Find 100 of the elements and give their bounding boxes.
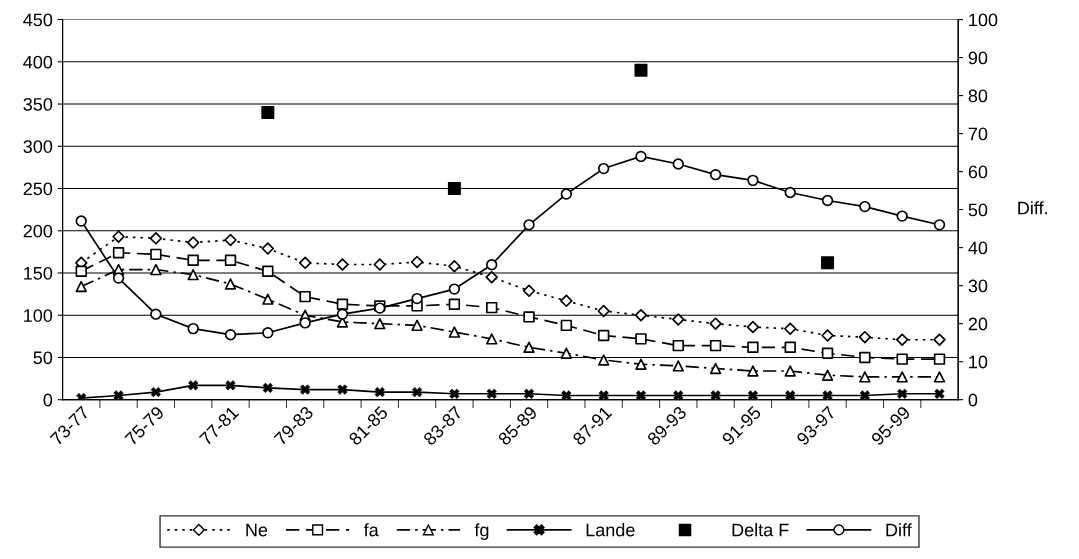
- y2-tick-label: 40: [968, 241, 988, 255]
- point: [448, 326, 461, 338]
- point: [784, 341, 796, 354]
- point: [709, 339, 722, 352]
- point: [896, 353, 908, 365]
- point: [783, 322, 797, 335]
- point: [635, 358, 647, 370]
- point: [523, 341, 535, 354]
- point: [747, 365, 759, 377]
- y2-tick-label: 90: [968, 51, 988, 65]
- point: [410, 255, 424, 269]
- point: [299, 290, 311, 303]
- point: [336, 308, 349, 320]
- point: [560, 319, 573, 332]
- point: [933, 371, 946, 383]
- y2-tick-label: 50: [968, 203, 988, 217]
- point: [411, 319, 423, 332]
- point: [262, 293, 274, 305]
- point: [262, 265, 274, 277]
- y2-tick-label: 80: [968, 89, 988, 103]
- y-tick-label: 50: [33, 351, 53, 365]
- point: [635, 150, 647, 163]
- point: [112, 230, 125, 243]
- y-tick-label: 150: [24, 266, 53, 280]
- point: [784, 186, 796, 199]
- point: [336, 258, 349, 271]
- point: [560, 294, 573, 308]
- y2-tick-label: 10: [969, 355, 988, 369]
- point: [187, 254, 199, 267]
- point: [672, 360, 684, 372]
- point: [448, 298, 461, 310]
- point: [523, 311, 535, 323]
- point: [112, 247, 125, 259]
- legend-label: Diff: [886, 523, 912, 537]
- point: [560, 347, 573, 359]
- point: [448, 259, 461, 273]
- y2-tick-label: 20: [968, 317, 988, 331]
- y2-tick-label: 60: [968, 165, 988, 179]
- point: [709, 362, 722, 375]
- point: [411, 292, 423, 305]
- legend-label: Delta F: [732, 523, 789, 537]
- point: [634, 63, 648, 77]
- point: [447, 182, 461, 196]
- point: [634, 308, 648, 322]
- point: [859, 200, 871, 213]
- point: [597, 304, 610, 318]
- y-tick-label: 100: [24, 309, 53, 322]
- point: [784, 365, 796, 377]
- point: [597, 354, 610, 366]
- point: [486, 259, 498, 271]
- point: [262, 327, 274, 339]
- point: [821, 256, 835, 270]
- point: [560, 188, 573, 200]
- y2-axis-title: Diff.: [1018, 201, 1047, 215]
- point: [299, 317, 311, 329]
- point: [933, 333, 946, 346]
- point: [374, 317, 386, 330]
- legend-label: fg: [474, 523, 489, 540]
- point: [896, 210, 908, 222]
- point: [261, 105, 275, 119]
- y-tick-label: 0: [43, 393, 53, 407]
- legend-label: fa: [363, 523, 379, 537]
- point: [672, 339, 684, 352]
- y-tick-label: 250: [23, 182, 53, 196]
- y2-tick-label: 100: [969, 13, 998, 27]
- point: [523, 219, 535, 231]
- point: [112, 272, 125, 284]
- point: [486, 333, 498, 345]
- point: [261, 242, 275, 255]
- point: [672, 313, 685, 326]
- point: [412, 387, 423, 398]
- point: [635, 333, 647, 345]
- point: [522, 284, 536, 297]
- point: [821, 329, 834, 342]
- point: [224, 233, 237, 247]
- point: [150, 248, 162, 261]
- point: [896, 371, 908, 383]
- y-tick-label: 200: [23, 224, 53, 238]
- point: [75, 265, 87, 277]
- y2-tick-label: 70: [968, 127, 988, 141]
- y-tick-label: 400: [23, 55, 53, 69]
- point: [485, 270, 498, 284]
- point: [709, 317, 722, 330]
- point: [149, 232, 163, 245]
- point: [486, 301, 498, 314]
- point: [747, 341, 759, 354]
- y-tick-label: 450: [23, 13, 53, 27]
- point: [746, 320, 760, 334]
- point: [224, 278, 237, 290]
- point: [75, 215, 87, 227]
- point: [858, 330, 872, 344]
- point: [150, 308, 162, 320]
- point: [933, 219, 946, 231]
- point: [933, 353, 946, 365]
- point: [672, 158, 684, 170]
- point: [747, 174, 759, 187]
- point: [821, 369, 834, 381]
- point: [150, 263, 162, 276]
- y-tick-label: 350: [23, 97, 53, 111]
- point: [821, 194, 834, 207]
